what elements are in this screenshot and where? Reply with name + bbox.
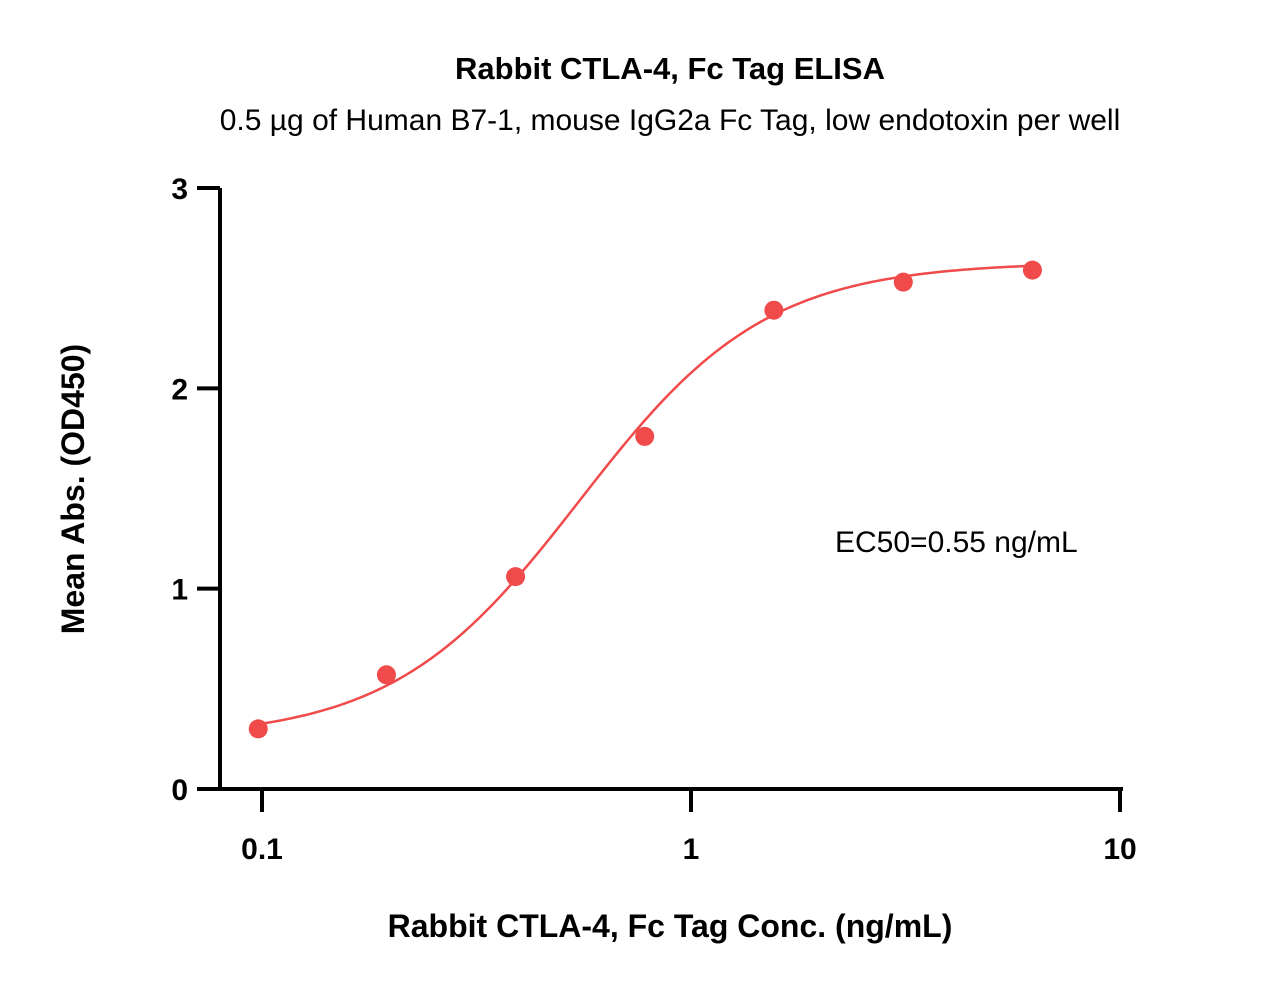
data-point <box>764 300 784 320</box>
x-tick-label: 0.1 <box>241 833 283 866</box>
data-point <box>635 426 655 446</box>
data-point <box>506 567 526 587</box>
data-points-layer <box>248 260 1042 739</box>
axes: 0 1 2 3 0.1 1 10 <box>171 173 1136 866</box>
chart-subtitle: 0.5 µg of Human B7-1, mouse IgG2a Fc Tag… <box>220 104 1121 137</box>
data-point <box>248 719 268 739</box>
fit-curve-line <box>258 264 1033 726</box>
y-axis-label: Mean Abs. (OD450) <box>55 344 91 634</box>
data-point <box>893 272 913 292</box>
chart-title: Rabbit CTLA-4, Fc Tag ELISA <box>455 51 885 86</box>
fit-curve-layer <box>258 264 1033 726</box>
x-tick-label: 1 <box>683 833 700 866</box>
y-tick-label: 2 <box>171 373 188 406</box>
data-point <box>376 665 396 685</box>
x-tick-label: 10 <box>1103 833 1136 866</box>
y-tick-label: 3 <box>171 173 188 206</box>
ec50-annotation: EC50=0.55 ng/mL <box>835 526 1078 559</box>
data-point <box>1022 260 1042 280</box>
y-tick-label: 0 <box>171 774 188 807</box>
y-tick-label: 1 <box>171 574 188 607</box>
x-axis-label: Rabbit CTLA-4, Fc Tag Conc. (ng/mL) <box>388 908 953 944</box>
